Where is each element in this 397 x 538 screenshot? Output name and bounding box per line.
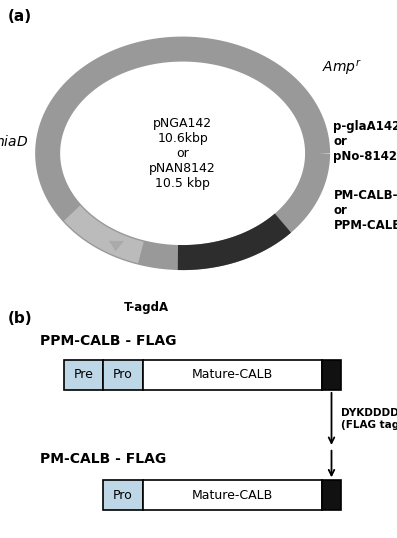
Text: Mature-CALB: Mature-CALB xyxy=(192,489,273,502)
Bar xyxy=(64,360,103,390)
Polygon shape xyxy=(260,226,278,239)
Polygon shape xyxy=(109,241,124,251)
Text: Pro: Pro xyxy=(113,489,133,502)
Text: Pro: Pro xyxy=(113,369,133,381)
Text: Pre: Pre xyxy=(73,369,93,381)
Bar xyxy=(103,480,143,510)
Text: (a): (a) xyxy=(8,9,32,24)
Text: $\mathit{niaD}$: $\mathit{niaD}$ xyxy=(0,133,28,148)
Text: pNGA142
10.6kbp
or
pNAN8142
10.5 kbp: pNGA142 10.6kbp or pNAN8142 10.5 kbp xyxy=(149,117,216,190)
Text: PPM-CALB - FLAG: PPM-CALB - FLAG xyxy=(40,335,176,349)
Text: PM-CALB - FLAG: PM-CALB - FLAG xyxy=(40,452,166,466)
Bar xyxy=(322,360,341,390)
Polygon shape xyxy=(183,41,199,56)
Text: PM-CALB-FLAG
or
PPM-CALB-FLAG: PM-CALB-FLAG or PPM-CALB-FLAG xyxy=(333,189,397,232)
Bar xyxy=(322,480,341,510)
Text: DYKDDDDK
(FLAG tag): DYKDDDDK (FLAG tag) xyxy=(341,408,397,430)
Text: p-glaA142
or
pNo-8142: p-glaA142 or pNo-8142 xyxy=(333,119,397,162)
Bar xyxy=(143,480,322,510)
Text: Mature-CALB: Mature-CALB xyxy=(192,369,273,381)
Polygon shape xyxy=(46,177,63,188)
Bar xyxy=(143,360,322,390)
Bar xyxy=(103,360,143,390)
Text: T-agdA: T-agdA xyxy=(124,301,170,314)
Text: $\mathit{Amp}^r$: $\mathit{Amp}^r$ xyxy=(322,59,361,77)
Text: (b): (b) xyxy=(8,312,33,326)
Polygon shape xyxy=(308,145,328,157)
